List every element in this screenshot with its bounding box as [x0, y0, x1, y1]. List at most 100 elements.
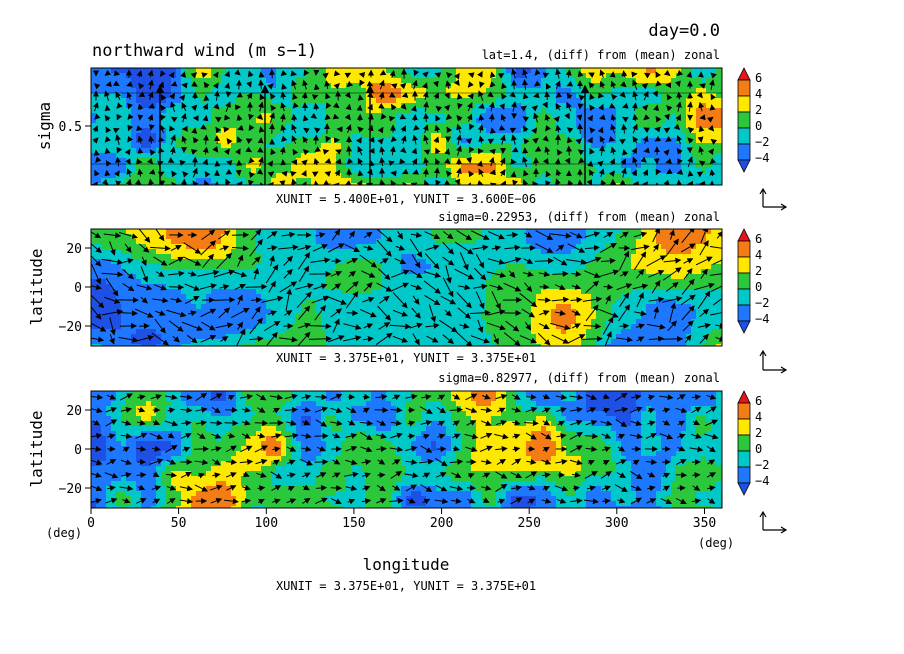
wind-vector [179, 94, 186, 102]
wind-vector [279, 146, 286, 155]
field-cell [111, 88, 117, 94]
field-cell [171, 249, 177, 255]
field-cell [531, 73, 537, 79]
field-cell [506, 239, 512, 245]
field-cell [116, 78, 122, 84]
field-cell [646, 168, 652, 174]
wind-vector [246, 92, 253, 100]
field-cell [276, 269, 282, 275]
field-cell [681, 113, 687, 119]
field-cell [171, 163, 177, 169]
field-cell [226, 173, 232, 179]
field-cell [676, 274, 682, 280]
wind-vector [544, 91, 551, 101]
field-cell [151, 128, 157, 134]
wind-vector [666, 104, 673, 112]
field-cell [261, 143, 267, 149]
field-cell [161, 98, 167, 104]
field-cell [381, 68, 387, 74]
field-cell [171, 274, 177, 280]
field-cell [421, 239, 427, 245]
field-cell [401, 133, 407, 139]
field-cell [256, 93, 262, 99]
field-cell [686, 229, 692, 235]
field-cell [516, 143, 522, 149]
field-cell [601, 249, 607, 255]
field-cell [221, 123, 227, 129]
field-cell [436, 98, 442, 104]
wind-vector [435, 114, 441, 122]
field-cell [346, 259, 352, 265]
field-cell [521, 103, 527, 109]
field-cell [181, 229, 187, 235]
field-cell [611, 274, 617, 280]
field-cell [266, 153, 272, 159]
field-cell [316, 68, 322, 74]
field-cell [661, 103, 667, 109]
field-cell [351, 239, 357, 245]
field-cell [356, 68, 362, 74]
field-cell [516, 133, 522, 139]
field-cell [96, 163, 102, 169]
field-cell [316, 229, 322, 235]
field-cell [346, 274, 352, 280]
field-cell [96, 103, 102, 109]
field-cell [491, 229, 497, 235]
field-cell [441, 73, 447, 79]
field-cell [231, 158, 237, 164]
field-cell [211, 244, 217, 250]
wind-vector [115, 91, 122, 100]
field-cell [376, 108, 382, 114]
field-cell [686, 78, 692, 84]
field-cell [401, 239, 407, 245]
field-cell [461, 143, 467, 149]
field-cell [451, 108, 457, 114]
field-cell [536, 143, 542, 149]
field-cell [126, 118, 132, 124]
field-cell [631, 269, 637, 275]
field-cell [536, 269, 542, 275]
field-cell [561, 128, 567, 134]
field-cell [461, 128, 467, 134]
field-cell [521, 239, 527, 245]
field-cell [266, 128, 272, 134]
field-cell [706, 183, 712, 185]
field-cell [221, 173, 227, 179]
field-cell [556, 264, 562, 270]
field-cell [486, 118, 492, 124]
field-cell [286, 148, 292, 154]
field-cell [216, 148, 222, 154]
field-cell [116, 254, 122, 260]
field-cell [626, 239, 632, 245]
field-cell [686, 239, 692, 245]
field-cell [526, 78, 532, 84]
field-cell [636, 244, 642, 250]
field-cell [511, 229, 517, 235]
field-cell [141, 239, 147, 245]
wind-vector [478, 103, 485, 109]
field-cell [141, 78, 147, 84]
field-cell [186, 178, 192, 184]
field-cell [691, 143, 697, 149]
wind-vector [388, 160, 395, 167]
field-cell [271, 73, 277, 79]
wind-vector [610, 123, 616, 134]
field-cell [91, 118, 97, 124]
field-cell [526, 168, 532, 174]
wind-vector [190, 72, 198, 79]
field-cell [476, 229, 482, 235]
field-cell [251, 113, 257, 119]
field-cell [226, 264, 232, 270]
field-cell [236, 234, 242, 240]
field-cell [181, 123, 187, 129]
field-cell [411, 269, 417, 275]
field-cell [596, 269, 602, 275]
field-cell [291, 254, 297, 260]
field-cell [371, 133, 377, 139]
wind-vector [311, 94, 319, 101]
field-cell [646, 133, 652, 139]
field-cell [341, 143, 347, 149]
wind-vector [390, 135, 398, 143]
field-cell [386, 148, 392, 154]
wind-vector [104, 136, 111, 143]
